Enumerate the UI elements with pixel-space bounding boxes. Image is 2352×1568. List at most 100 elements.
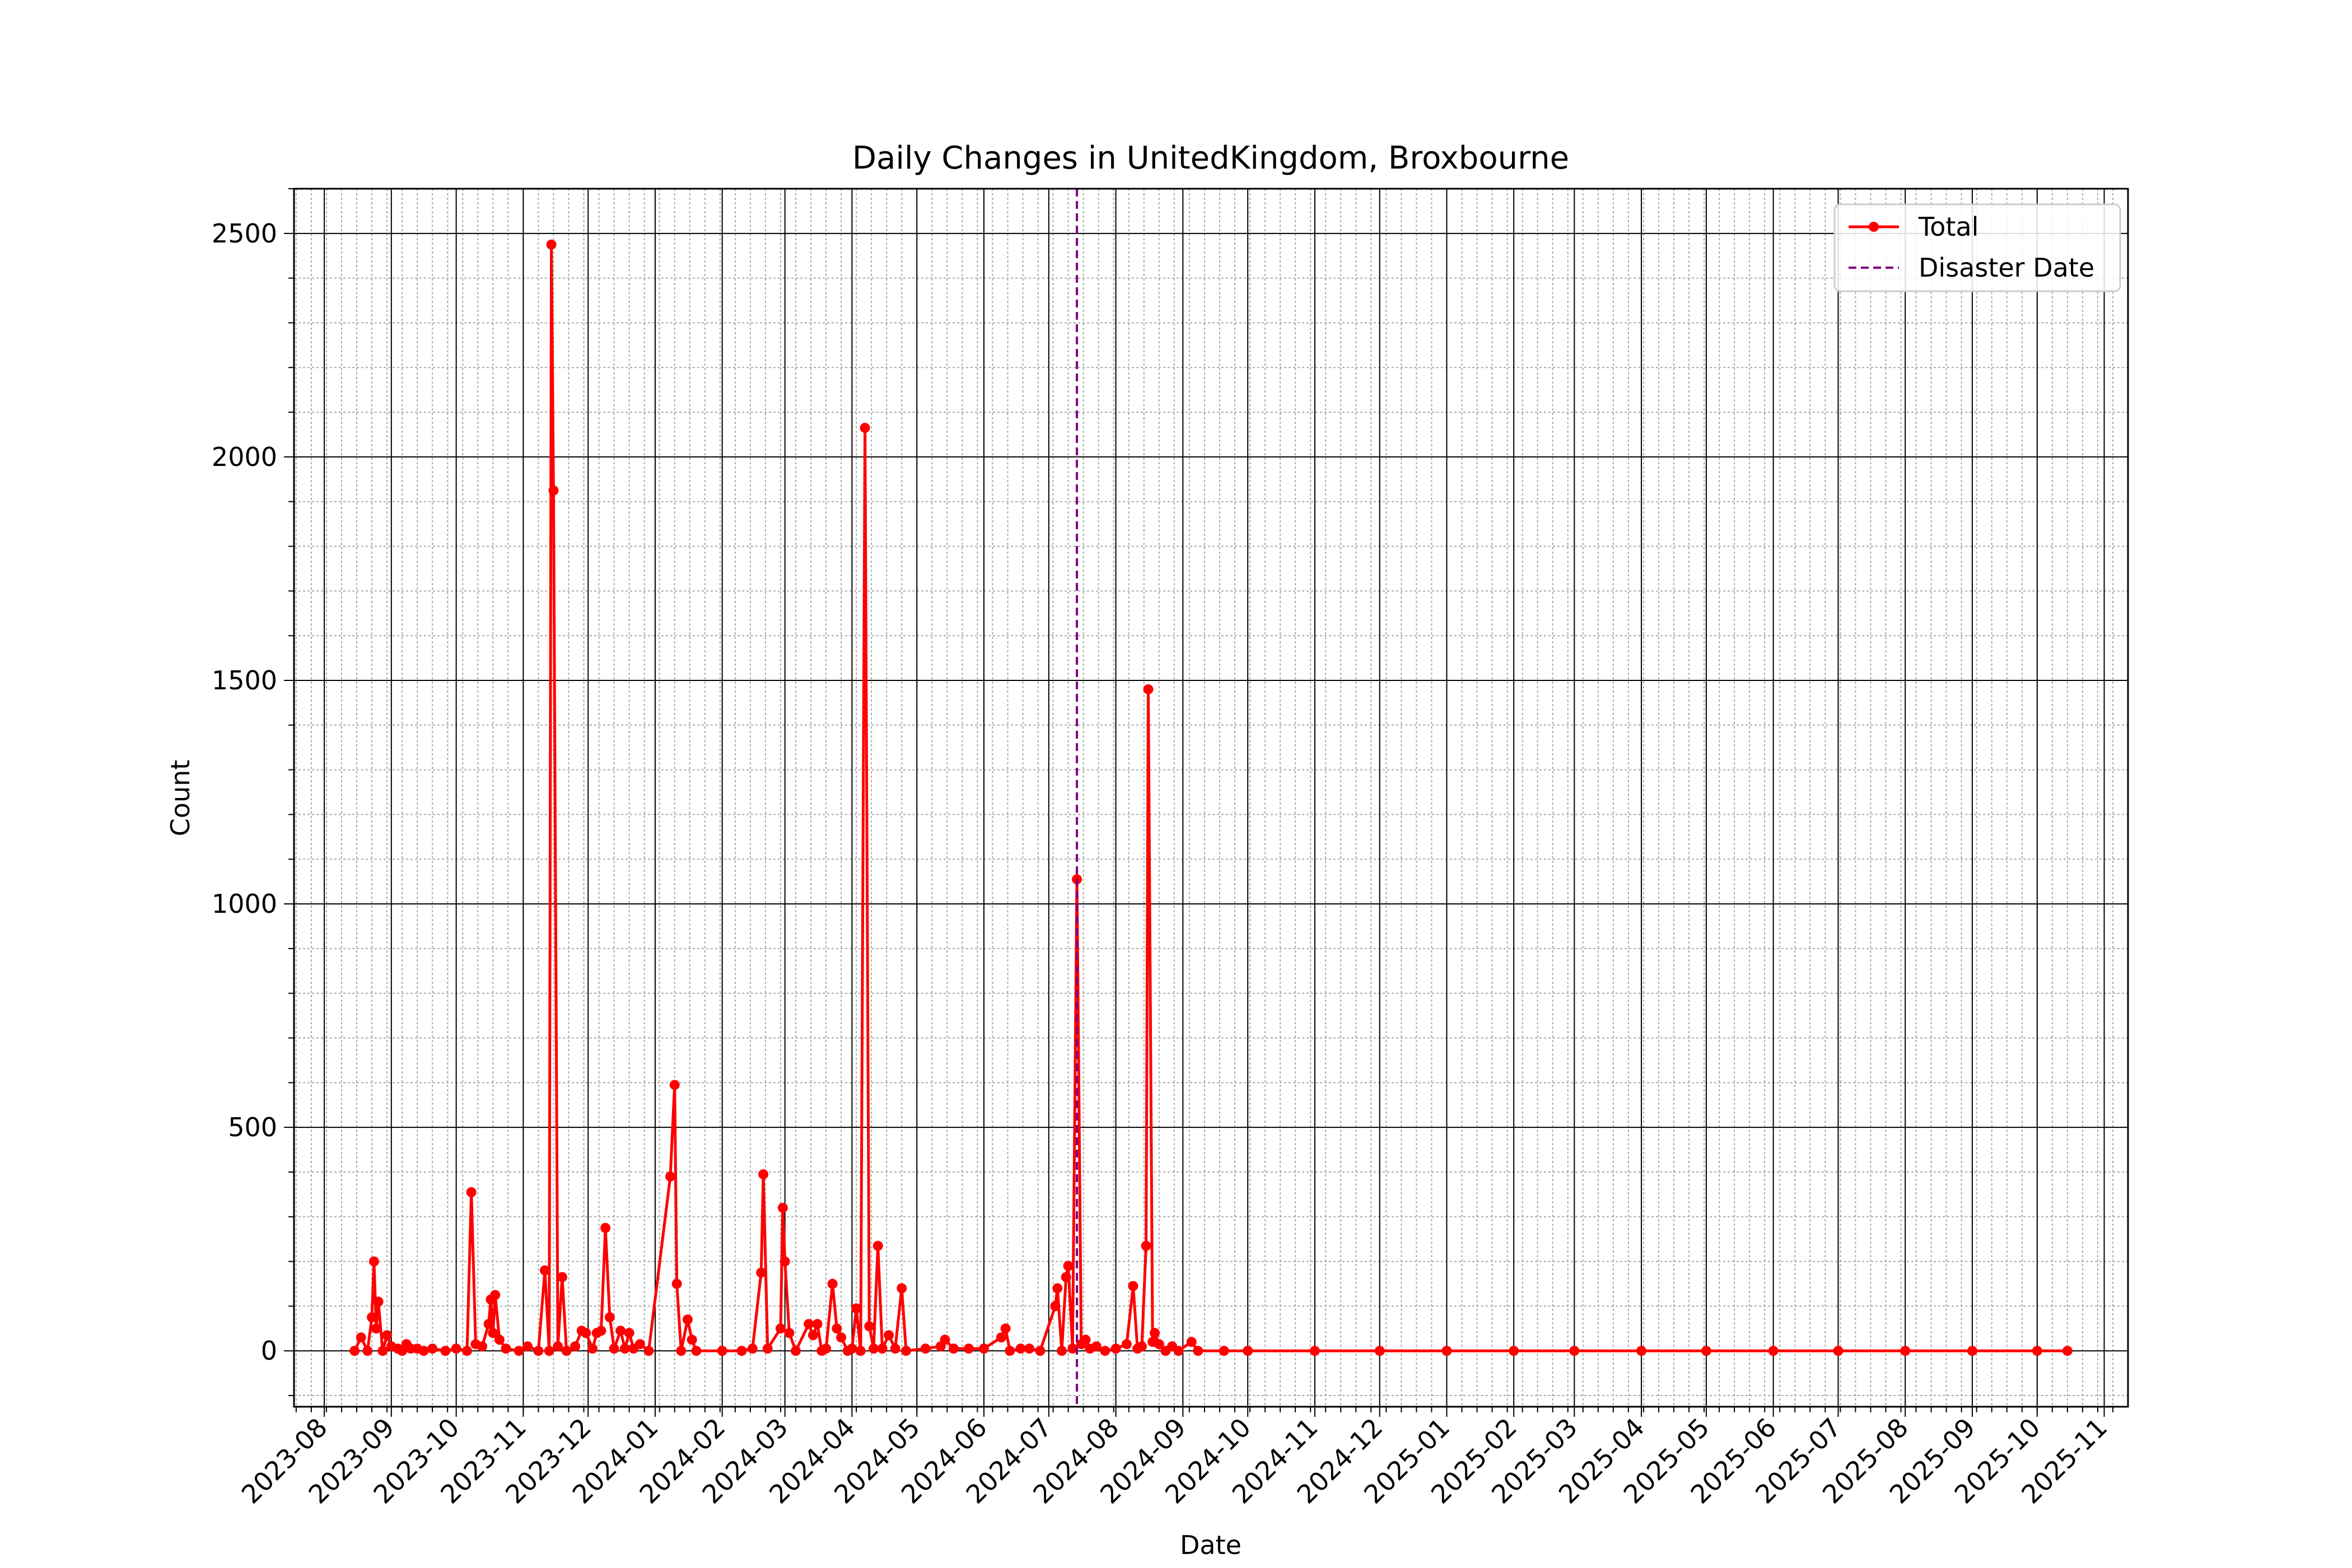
data-point	[1967, 1346, 1977, 1356]
data-point	[790, 1346, 801, 1356]
data-point	[561, 1346, 572, 1356]
data-point	[1186, 1337, 1197, 1347]
data-point	[2032, 1346, 2042, 1356]
data-point	[553, 1341, 563, 1352]
legend-total-label: Total	[1918, 212, 1978, 242]
data-point	[373, 1296, 384, 1307]
data-point	[615, 1326, 626, 1336]
data-point	[1005, 1346, 1015, 1356]
data-point	[581, 1328, 591, 1338]
data-point	[1768, 1346, 1779, 1356]
data-point	[777, 1202, 788, 1213]
y-tick-label: 1500	[212, 665, 277, 696]
data-point	[900, 1346, 911, 1356]
data-point	[821, 1343, 832, 1354]
data-point	[440, 1346, 451, 1356]
data-point	[600, 1222, 611, 1233]
data-point	[1080, 1334, 1091, 1345]
axes-frame	[293, 188, 2129, 1408]
data-point	[920, 1343, 931, 1354]
data-point	[461, 1346, 472, 1356]
data-point	[570, 1341, 581, 1352]
data-point	[1833, 1346, 1844, 1356]
data-point	[847, 1343, 857, 1354]
y-axis-label: Count	[165, 760, 195, 837]
data-point	[1100, 1346, 1110, 1356]
data-point	[1110, 1343, 1121, 1354]
data-point	[877, 1343, 888, 1354]
data-point	[624, 1328, 634, 1338]
data-point	[872, 1240, 883, 1251]
data-point	[676, 1346, 687, 1356]
data-point	[522, 1341, 533, 1352]
data-point	[1374, 1346, 1385, 1356]
data-point	[1141, 1240, 1151, 1251]
data-point	[687, 1334, 697, 1345]
legend-total-marker	[1869, 222, 1879, 232]
legend: Total Disaster Date	[1833, 203, 2121, 292]
data-point	[368, 1256, 379, 1267]
data-point	[377, 1346, 388, 1356]
data-point	[864, 1321, 875, 1332]
data-point	[466, 1187, 477, 1197]
data-point	[1441, 1346, 1452, 1356]
data-point	[836, 1332, 847, 1343]
data-point	[1052, 1283, 1063, 1294]
data-point	[996, 1332, 1006, 1343]
data-point	[514, 1346, 524, 1356]
data-point	[1061, 1272, 1071, 1282]
data-point	[488, 1328, 498, 1338]
data-point	[1067, 1343, 1078, 1354]
data-point	[634, 1339, 645, 1350]
y-tick-label: 2000	[212, 442, 277, 472]
data-point	[1035, 1346, 1046, 1356]
data-point	[367, 1312, 377, 1323]
data-point	[963, 1343, 974, 1354]
data-point	[604, 1312, 615, 1323]
data-point	[596, 1326, 606, 1336]
data-point	[1900, 1346, 1911, 1356]
data-point	[533, 1346, 544, 1356]
data-point	[557, 1272, 567, 1282]
data-point	[682, 1314, 693, 1325]
data-point	[548, 485, 559, 496]
data-point	[619, 1343, 630, 1354]
data-point	[1309, 1346, 1320, 1356]
data-point	[1050, 1301, 1061, 1312]
data-point	[356, 1332, 366, 1343]
data-point	[855, 1346, 866, 1356]
data-point	[780, 1256, 790, 1267]
data-point	[427, 1343, 438, 1354]
data-point	[758, 1169, 769, 1179]
legend-disaster-label: Disaster Date	[1919, 253, 2094, 283]
data-point	[665, 1171, 675, 1182]
data-point	[1057, 1346, 1067, 1356]
data-point	[1701, 1346, 1711, 1356]
data-point	[1193, 1346, 1203, 1356]
data-point	[1509, 1346, 1519, 1356]
data-point	[483, 1319, 494, 1329]
data-point	[587, 1343, 598, 1354]
data-point	[546, 239, 557, 250]
data-point	[897, 1283, 907, 1294]
data-point	[1024, 1343, 1035, 1354]
data-point	[884, 1330, 894, 1341]
data-point	[775, 1323, 786, 1334]
data-point	[2062, 1346, 2073, 1356]
y-tick-label: 1000	[212, 889, 277, 919]
data-point	[382, 1330, 393, 1341]
data-point	[451, 1343, 461, 1354]
data-point	[349, 1346, 360, 1356]
data-point	[1243, 1346, 1253, 1356]
data-point	[643, 1346, 654, 1356]
data-point	[1136, 1341, 1147, 1352]
data-point	[371, 1323, 381, 1334]
data-point	[762, 1343, 773, 1354]
data-point	[609, 1343, 619, 1354]
data-point	[691, 1346, 702, 1356]
data-point	[717, 1346, 727, 1356]
data-point	[1091, 1341, 1102, 1352]
data-point	[1569, 1346, 1580, 1356]
data-point	[1219, 1346, 1229, 1356]
